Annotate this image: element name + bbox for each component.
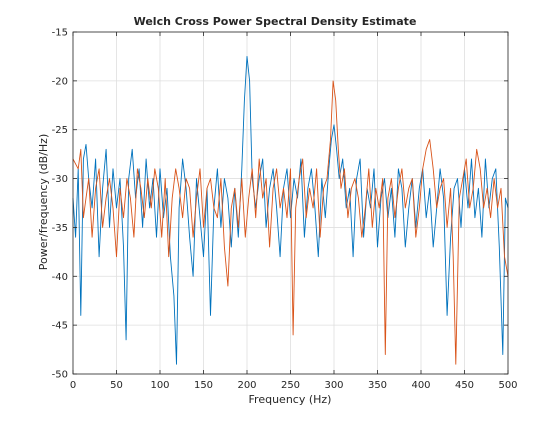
x-tick-label: 450 [455, 380, 474, 391]
x-axis-label: Frequency (Hz) [249, 393, 332, 406]
series-line-1 [72, 55, 509, 365]
x-tick-label: 150 [194, 380, 213, 391]
x-tick-label: 400 [411, 380, 430, 391]
ticks: 0 50 100 150 200 250 300 350 400 450 500 -50 -45 -40 -… [52, 28, 518, 392]
x-tick-label: 300 [324, 380, 343, 391]
y-tick-label: -30 [52, 174, 68, 185]
x-tick-label: 250 [281, 380, 300, 391]
series-layer [72, 55, 509, 365]
y-tick-label: -50 [52, 370, 68, 381]
x-tick-label: 100 [150, 380, 169, 391]
x-tick-label: 200 [237, 380, 256, 391]
y-tick-label: -20 [52, 76, 68, 87]
y-tick-label: -15 [52, 28, 68, 39]
y-axis-label: Power/frequency (dB/Hz) [37, 134, 50, 271]
y-tick-label: -25 [52, 125, 68, 136]
chart-title: Welch Cross Power Spectral Density Estim… [134, 15, 417, 28]
x-tick-label: 500 [498, 380, 517, 391]
y-tick-label: -35 [52, 223, 68, 234]
x-tick-label: 50 [110, 380, 123, 391]
x-tick-label: 350 [368, 380, 387, 391]
y-tick-label: -40 [52, 272, 68, 283]
x-tick-label: 0 [70, 380, 76, 391]
y-tick-label: -45 [52, 321, 68, 332]
series-line-2 [72, 80, 509, 365]
